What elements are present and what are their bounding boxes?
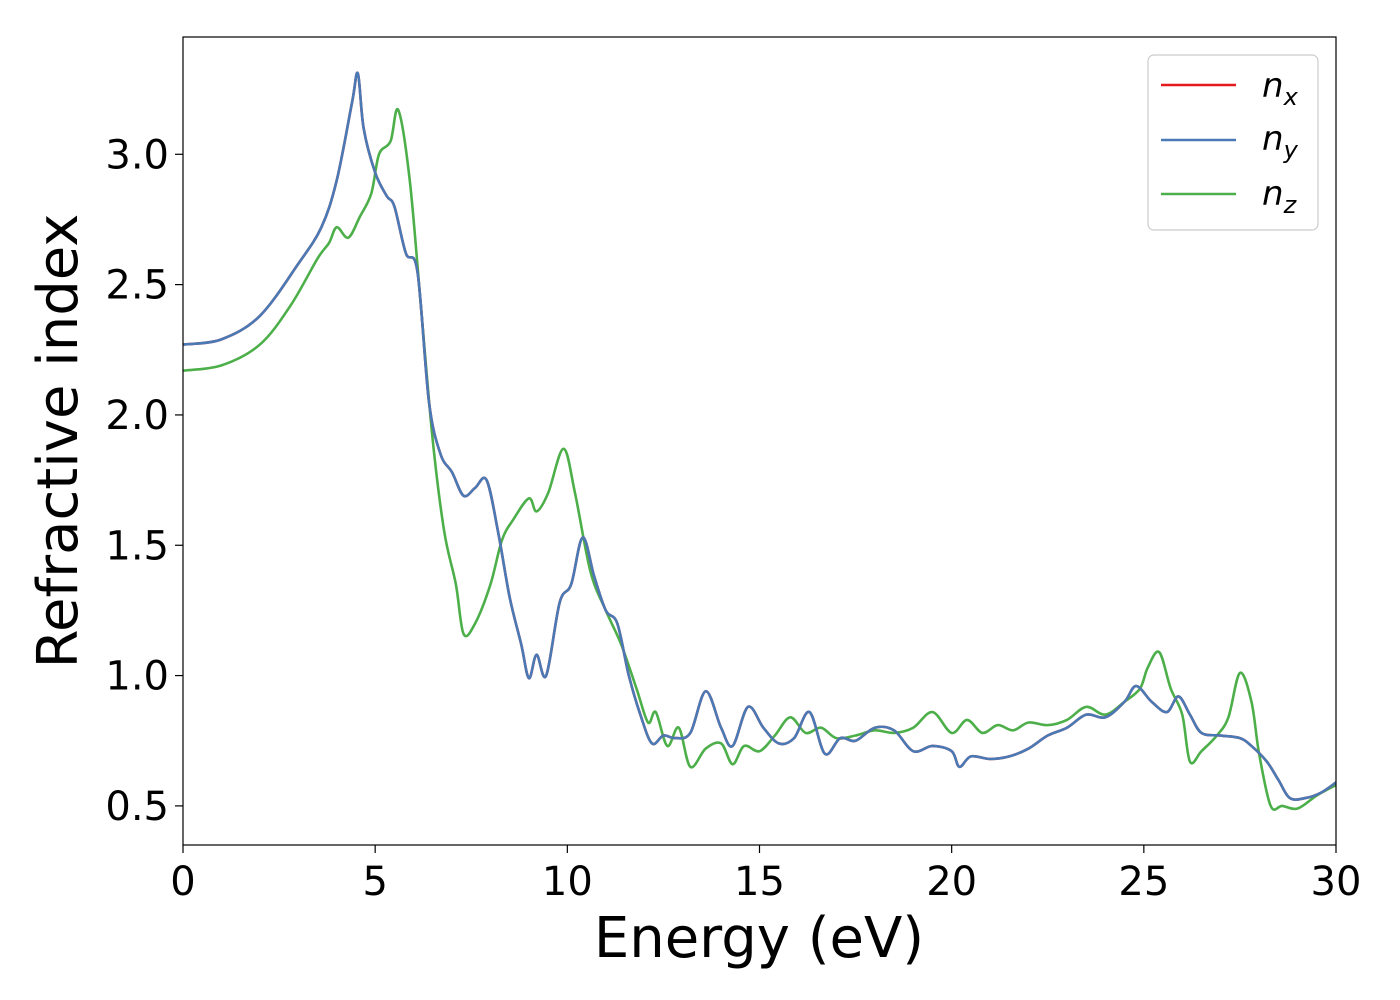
x-tick-label: 10 xyxy=(542,859,593,905)
y-tick-label: 2.0 xyxy=(105,393,169,439)
legend-box xyxy=(1147,54,1319,231)
y-tick-label: 0.5 xyxy=(105,784,169,830)
y-tick-label: 2.5 xyxy=(105,263,169,309)
legend: nx ny nz xyxy=(1147,54,1319,231)
x-axis: 0 5 10 15 20 25 30 xyxy=(170,845,1361,905)
x-tick-label: 15 xyxy=(734,859,785,905)
x-tick-label: 25 xyxy=(1118,859,1169,905)
legend-label-nx: nx xyxy=(1262,66,1299,111)
legend-label-nz: nz xyxy=(1262,174,1298,219)
y-axis: 0.5 1.0 1.5 2.0 2.5 3.0 xyxy=(105,132,183,830)
x-tick-label: 5 xyxy=(362,859,387,905)
x-tick-label: 30 xyxy=(1311,859,1362,905)
series-line-ny xyxy=(183,71,1336,801)
y-tick-label: 3.0 xyxy=(105,132,169,178)
y-tick-label: 1.5 xyxy=(105,523,169,569)
x-tick-label: 20 xyxy=(926,859,977,905)
x-tick-label: 0 xyxy=(170,859,195,905)
y-tick-label: 1.0 xyxy=(105,654,169,700)
x-axis-label: Energy (eV) xyxy=(594,906,924,971)
series-layer xyxy=(183,71,1336,811)
y-axis-label: Refractive index xyxy=(26,214,91,669)
legend-label-ny: ny xyxy=(1262,119,1299,164)
series-line-nz xyxy=(183,107,1336,811)
